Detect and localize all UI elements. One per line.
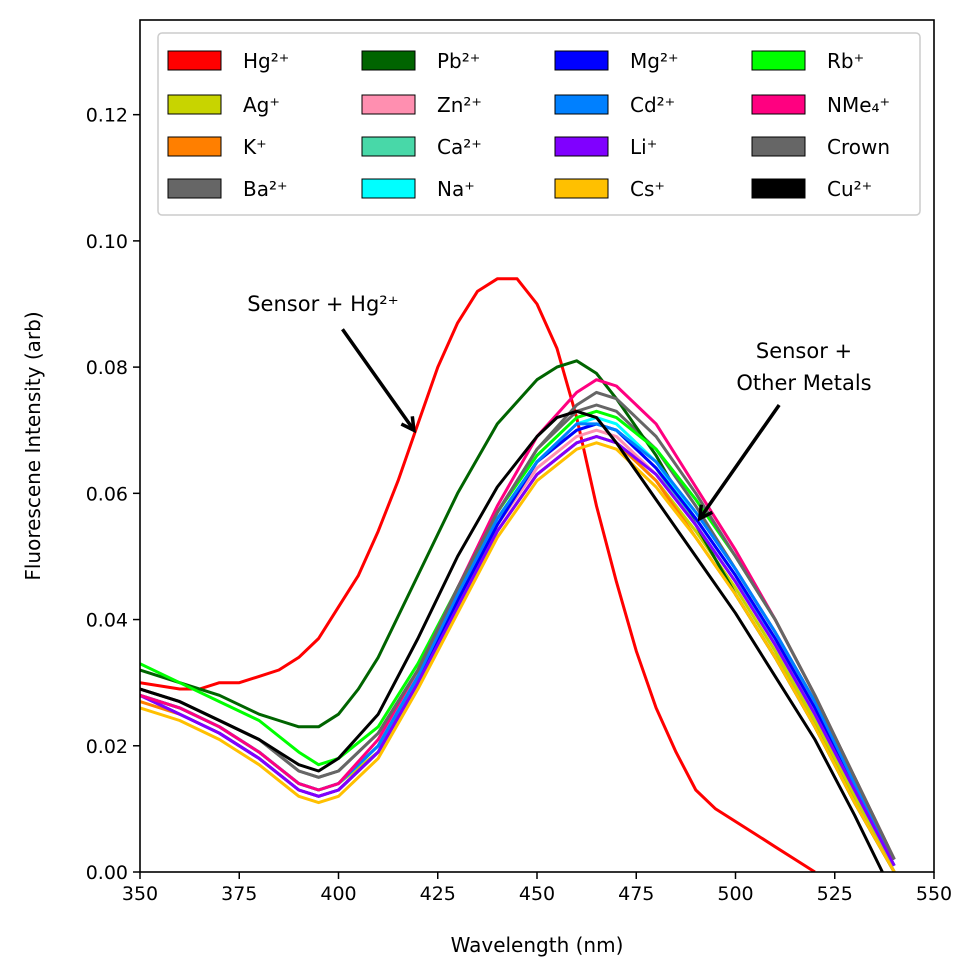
legend-swatch	[554, 50, 609, 71]
legend-label: K⁺	[243, 135, 267, 159]
y-tick-label: 0.02	[86, 736, 128, 758]
legend-item: K⁺	[167, 135, 267, 159]
series-line-15	[140, 409, 884, 872]
legend-item: Cu²⁺	[751, 177, 872, 201]
annotation-text: Other Metals	[736, 371, 871, 395]
series-line-13	[140, 378, 896, 861]
y-tick-label: 0.04	[86, 610, 128, 632]
legend-label: Cu²⁺	[827, 177, 872, 201]
annotation-1: Sensor + Other Metals	[697, 339, 872, 522]
legend-box	[157, 32, 921, 216]
legend: Hg²⁺ Ag⁺ K⁺ Ba²⁺ Pb²⁺ Zn²⁺ Ca²⁺ Na⁺ Mg²⁺ Cd²⁺ Li⁺ C…	[157, 32, 921, 216]
arrow-head	[697, 504, 714, 522]
legend-item: Hg²⁺	[167, 49, 289, 73]
legend-item: Rb⁺	[751, 49, 864, 73]
legend-item: Cs⁺	[554, 177, 665, 201]
legend-item: Crown	[751, 135, 890, 159]
series-line-0	[140, 277, 816, 872]
x-tick-label: 400	[320, 883, 356, 905]
legend-label: Zn²⁺	[437, 93, 482, 117]
x-axis: 350 375 400 425 450 475 500 525 550	[122, 872, 952, 905]
legend-item: Zn²⁺	[361, 93, 482, 117]
x-tick-label: 550	[916, 883, 952, 905]
legend-label: Ba²⁺	[243, 177, 288, 201]
arrow-head	[400, 416, 417, 434]
legend-swatch	[167, 178, 222, 199]
legend-item: Ba²⁺	[167, 177, 288, 201]
legend-item: Pb²⁺	[361, 49, 480, 73]
legend-label: Hg²⁺	[243, 49, 289, 73]
legend-label: Na⁺	[437, 177, 475, 201]
x-tick-label: 475	[618, 883, 654, 905]
legend-swatch	[751, 178, 806, 199]
legend-swatch	[554, 178, 609, 199]
annotation-text: Sensor +	[756, 339, 852, 363]
series-line-10	[140, 435, 896, 867]
annotation-0: Sensor + Hg²⁺	[247, 292, 417, 434]
legend-item: Na⁺	[361, 177, 475, 201]
series-line-14	[140, 390, 896, 861]
legend-label: Cs⁺	[630, 177, 665, 201]
x-tick-label: 375	[221, 883, 257, 905]
y-tick-label: 0.08	[86, 357, 128, 379]
legend-label: Crown	[827, 135, 890, 159]
x-tick-label: 350	[122, 883, 158, 905]
y-axis: 0.00 0.02 0.04 0.06 0.08 0.10 0.12	[86, 105, 140, 884]
series-line-9	[140, 422, 896, 861]
series-line-4	[140, 359, 896, 872]
x-axis-label: Wavelength (nm)	[451, 933, 624, 957]
arrow-shaft	[341, 328, 416, 432]
y-axis-label: Fluorescene Intensity (arb)	[21, 311, 45, 580]
y-tick-label: 0.12	[86, 105, 128, 127]
legend-label: Mg²⁺	[630, 49, 679, 73]
x-tick-label: 425	[420, 883, 456, 905]
legend-item: Li⁺	[554, 135, 657, 159]
y-tick-label: 0.10	[86, 231, 128, 253]
legend-swatch	[167, 94, 222, 115]
legend-swatch	[751, 136, 806, 157]
x-tick-label: 450	[519, 883, 555, 905]
legend-label: Pb²⁺	[437, 49, 480, 73]
legend-label: Li⁺	[630, 135, 657, 159]
legend-swatch	[554, 94, 609, 115]
legend-swatch	[751, 94, 806, 115]
legend-item: Cd²⁺	[554, 93, 675, 117]
y-tick-label: 0.06	[86, 483, 128, 505]
legend-swatch	[361, 178, 416, 199]
series-line-11	[140, 441, 896, 872]
legend-label: NMe₄⁺	[827, 93, 890, 117]
legend-label: Ca²⁺	[437, 135, 482, 159]
legend-item: Ca²⁺	[361, 135, 482, 159]
legend-swatch	[751, 50, 806, 71]
legend-swatch	[167, 136, 222, 157]
legend-swatch	[554, 136, 609, 157]
legend-swatch	[361, 136, 416, 157]
arrow-shaft	[698, 403, 781, 520]
x-tick-label: 500	[717, 883, 753, 905]
x-tick-label: 525	[817, 883, 853, 905]
legend-swatch	[167, 50, 222, 71]
legend-swatch	[361, 50, 416, 71]
y-tick-label: 0.00	[86, 862, 128, 884]
legend-item: NMe₄⁺	[751, 93, 890, 117]
legend-label: Ag⁺	[243, 93, 280, 117]
annotations: Sensor + Hg²⁺ Sensor + Other Metals	[247, 292, 872, 522]
legend-swatch	[361, 94, 416, 115]
legend-label: Rb⁺	[827, 49, 864, 73]
legend-item: Ag⁺	[167, 93, 280, 117]
legend-item: Mg²⁺	[554, 49, 679, 73]
legend-label: Cd²⁺	[630, 93, 675, 117]
annotation-text: Sensor + Hg²⁺	[247, 292, 399, 316]
